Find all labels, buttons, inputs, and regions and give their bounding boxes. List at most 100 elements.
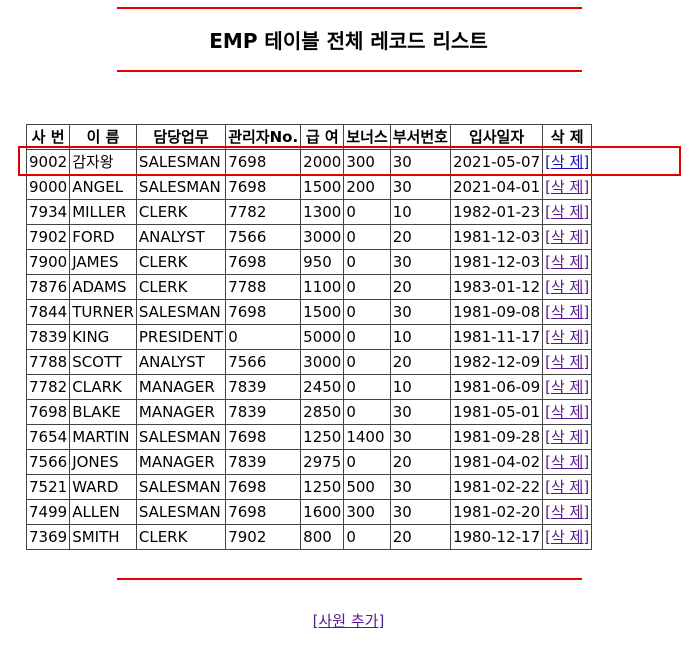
cell-empno: 7876 <box>25 274 71 300</box>
column-header-ename: 이 름 <box>69 124 137 150</box>
cell-job: SALESMAN <box>135 499 227 525</box>
cell-comm: 0 <box>343 399 391 425</box>
cell-delete: [삭 제] <box>542 174 593 200</box>
table-row: 7782 CLARK MANAGER 7839 2450 0 10 1981-06-09 [삭 … <box>25 374 593 400</box>
cell-hiredate: 1982-12-09 <box>449 349 544 375</box>
cell-sal: 2000 <box>300 149 345 175</box>
delete-link[interactable]: [삭 제] <box>545 427 590 446</box>
delete-link[interactable]: [삭 제] <box>545 327 590 346</box>
cell-comm: 0 <box>343 224 391 250</box>
cell-job: MANAGER <box>135 399 227 425</box>
cell-delete: [삭 제] <box>542 199 593 225</box>
cell-ename: FORD <box>69 224 137 250</box>
cell-sal: 2850 <box>300 399 345 425</box>
cell-hiredate: 1981-04-02 <box>449 449 544 475</box>
cell-delete: [삭 제] <box>542 524 593 550</box>
cell-ename: SCOTT <box>69 349 137 375</box>
cell-delete: [삭 제] <box>542 424 593 450</box>
delete-link[interactable]: [삭 제] <box>545 202 590 221</box>
table-row: 7654 MARTIN SALESMAN 7698 1250 1400 30 1981-09-… <box>25 424 593 450</box>
cell-sal: 1100 <box>300 274 345 300</box>
cell-job: SALESMAN <box>135 474 227 500</box>
cell-empno: 7788 <box>25 349 71 375</box>
delete-link[interactable]: [삭 제] <box>545 352 590 371</box>
cell-ename: KING <box>69 324 137 350</box>
cell-sal: 1300 <box>300 199 345 225</box>
column-header-comm: 보너스 <box>343 124 391 150</box>
cell-mgr: 7782 <box>225 199 302 225</box>
delete-link[interactable]: [삭 제] <box>545 302 590 321</box>
cell-mgr: 7902 <box>225 524 302 550</box>
cell-ename: SMITH <box>69 524 137 550</box>
table-header-row: 사 번 이 름 담당업무 관리자No. 급 여 보너스 부서번호 입사일자 삭 … <box>25 124 593 150</box>
table-row: 7788 SCOTT ANALYST 7566 3000 0 20 1982-12-09 [삭 … <box>25 349 593 375</box>
cell-deptno: 30 <box>389 174 451 200</box>
cell-hiredate: 1983-01-12 <box>449 274 544 300</box>
cell-ename: MARTIN <box>69 424 137 450</box>
cell-empno: 7839 <box>25 324 71 350</box>
cell-hiredate: 1981-12-03 <box>449 224 544 250</box>
cell-delete: [삭 제] <box>542 149 593 175</box>
delete-link[interactable]: [삭 제] <box>545 477 590 496</box>
delete-link[interactable]: [삭 제] <box>545 152 590 171</box>
cell-comm: 0 <box>343 524 391 550</box>
cell-sal: 1250 <box>300 474 345 500</box>
cell-job: ANALYST <box>135 349 227 375</box>
cell-comm: 300 <box>343 149 391 175</box>
delete-link[interactable]: [삭 제] <box>545 277 590 296</box>
cell-mgr: 7698 <box>225 499 302 525</box>
cell-sal: 5000 <box>300 324 345 350</box>
cell-hiredate: 1981-09-08 <box>449 299 544 325</box>
table-row: 7844 TURNER SALESMAN 7698 1500 0 30 1981-09-08[… <box>25 299 593 325</box>
cell-empno: 7844 <box>25 299 71 325</box>
cell-sal: 3000 <box>300 224 345 250</box>
cell-sal: 950 <box>300 249 345 275</box>
delete-link[interactable]: [삭 제] <box>545 377 590 396</box>
bottom-divider <box>117 578 582 580</box>
cell-deptno: 30 <box>389 249 451 275</box>
cell-mgr: 7698 <box>225 474 302 500</box>
table-row: 7369 SMITH CLERK 7902 800 0 20 1980-12-17 [삭 제] <box>25 524 593 550</box>
cell-ename: JAMES <box>69 249 137 275</box>
cell-job: PRESIDENT <box>135 324 227 350</box>
cell-comm: 300 <box>343 499 391 525</box>
cell-empno: 7902 <box>25 224 71 250</box>
delete-link[interactable]: [삭 제] <box>545 177 590 196</box>
cell-deptno: 30 <box>389 399 451 425</box>
cell-empno: 7521 <box>25 474 71 500</box>
cell-mgr: 7566 <box>225 224 302 250</box>
delete-link[interactable]: [삭 제] <box>545 227 590 246</box>
top-divider <box>117 7 582 9</box>
cell-hiredate: 1981-06-09 <box>449 374 544 400</box>
cell-job: CLERK <box>135 249 227 275</box>
cell-ename: ALLEN <box>69 499 137 525</box>
column-header-job: 담당업무 <box>135 124 227 150</box>
cell-deptno: 20 <box>389 224 451 250</box>
add-employee-link[interactable]: [사원 추가] <box>312 612 385 630</box>
cell-mgr: 7839 <box>225 399 302 425</box>
cell-mgr: 7566 <box>225 349 302 375</box>
cell-sal: 1500 <box>300 174 345 200</box>
table-row: 7839 KING PRESIDENT 0 5000 0 10 1981-11-17 [삭 제] <box>25 324 593 350</box>
cell-mgr: 7698 <box>225 249 302 275</box>
title-divider <box>117 70 582 72</box>
cell-empno: 7698 <box>25 399 71 425</box>
column-header-delete: 삭 제 <box>542 124 593 150</box>
cell-empno: 9002 <box>25 149 71 175</box>
cell-job: ANALYST <box>135 224 227 250</box>
cell-empno: 7369 <box>25 524 71 550</box>
cell-mgr: 7839 <box>225 374 302 400</box>
delete-link[interactable]: [삭 제] <box>545 502 590 521</box>
cell-comm: 0 <box>343 349 391 375</box>
delete-link[interactable]: [삭 제] <box>545 252 590 271</box>
delete-link[interactable]: [삭 제] <box>545 527 590 546</box>
table-row: 7934 MILLER CLERK 7782 1300 0 10 1982-01-23 [삭 제… <box>25 199 593 225</box>
delete-link[interactable]: [삭 제] <box>545 452 590 471</box>
delete-link[interactable]: [삭 제] <box>545 402 590 421</box>
table-row: 7698 BLAKE MANAGER 7839 2850 0 30 1981-05-01 [삭 … <box>25 399 593 425</box>
cell-hiredate: 1981-02-22 <box>449 474 544 500</box>
cell-empno: 7566 <box>25 449 71 475</box>
cell-empno: 7782 <box>25 374 71 400</box>
cell-delete: [삭 제] <box>542 324 593 350</box>
column-header-sal: 급 여 <box>300 124 345 150</box>
